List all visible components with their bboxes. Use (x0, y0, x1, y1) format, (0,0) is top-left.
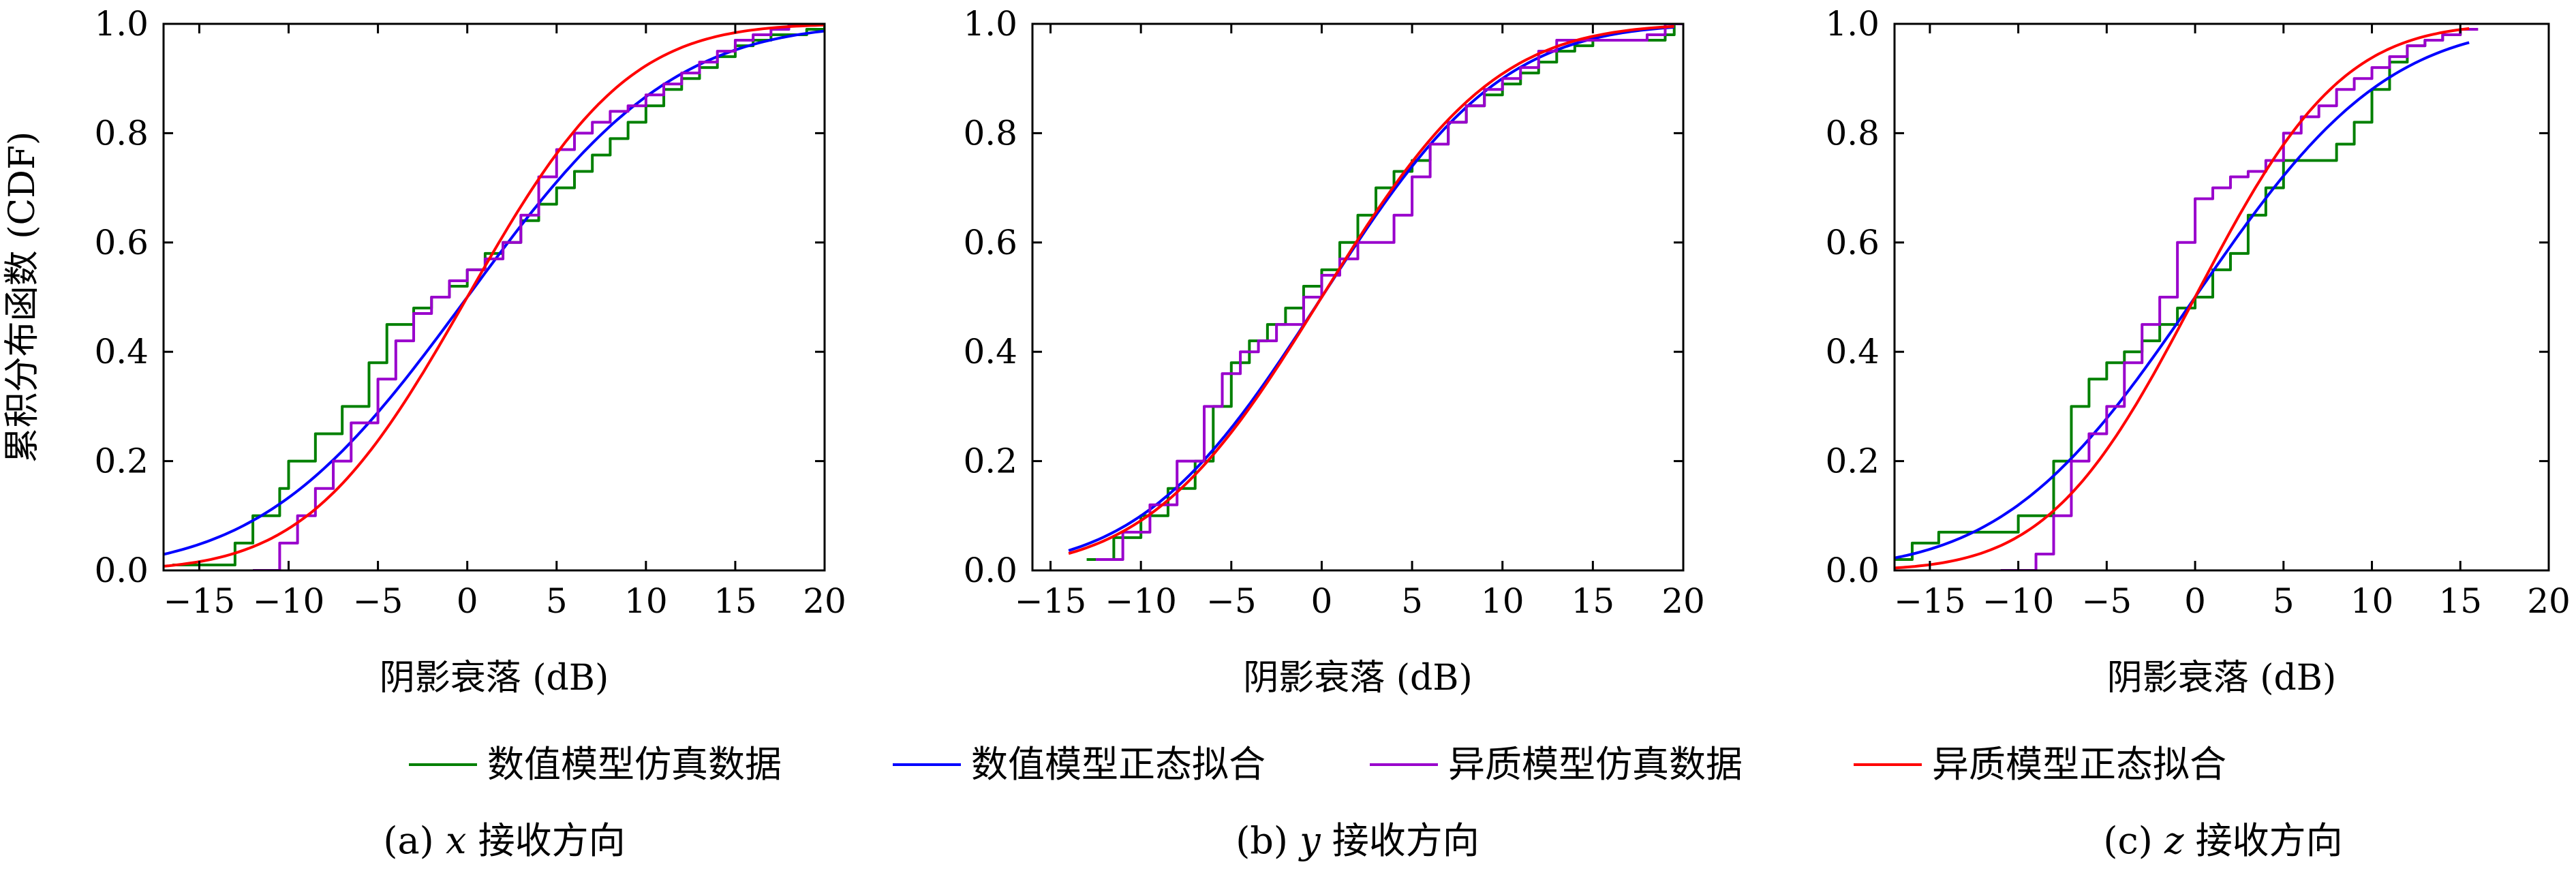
panel-c-xtick-label: −10 (1982, 581, 2055, 621)
panel-b-ytick-label: 1.0 (963, 4, 1017, 44)
panel-a-ylabel: 累积分布函数 (CDF) (2, 132, 43, 463)
panel-a-ytick-label: 1.0 (94, 4, 149, 44)
panel-b-ytick-label: 0.8 (963, 113, 1017, 153)
caption-c-suffix: 接收方向 (2196, 819, 2343, 862)
panel-c-xtick-label: 5 (2273, 581, 2295, 621)
panel-c-series-3 (1895, 27, 2470, 570)
panel-b-xtick-label: −15 (1015, 581, 1087, 621)
panel-c-xtick-label: −15 (1894, 581, 1966, 621)
panel-b-frame (1031, 22, 1685, 572)
panel-a-xtick-label: −5 (353, 581, 403, 621)
panel-c-ytick-label: 0.2 (1825, 442, 1880, 481)
panel-a-xtick-label: 0 (457, 581, 478, 621)
panel-c-xlabel: 阴影衰落 (dB) (2107, 658, 2337, 699)
panel-a-xtick-label: 15 (714, 581, 757, 621)
panel-b-xlabel: 阴影衰落 (dB) (1243, 658, 1473, 699)
panel-c-xtick-label: 20 (2527, 581, 2571, 621)
panel-c-xtick-label: 10 (2350, 581, 2394, 621)
panel-c-frame (1893, 22, 2550, 572)
panel-a-series-3 (164, 24, 825, 568)
panel-c-ytick-label: 0.4 (1825, 332, 1880, 371)
panel-b-ytick-label: 0.2 (963, 442, 1017, 481)
panel-b-xtick-label: 10 (1481, 581, 1524, 621)
legend-label-numeric-sim: 数值模型仿真数据 (487, 743, 782, 786)
panel-a-ytick-label: 0.8 (94, 113, 149, 153)
panel-c-ytick-label: 0.8 (1825, 113, 1880, 153)
caption-c-prefix: (c) (2103, 819, 2152, 862)
panel-b-series-3 (1068, 25, 1674, 555)
panel-a-series-1 (164, 29, 825, 556)
panel-b-ytick-label: 0.6 (963, 223, 1017, 262)
panel-b-xtick-label: −10 (1105, 581, 1177, 621)
panel-b-xtick-label: 0 (1311, 581, 1333, 621)
panel-b-ytick-label: 0.4 (963, 332, 1017, 371)
panel-a: −15 −10 −5 0 5 10 15 20 0.0 0.2 0.4 0.6 0.8 1.0 阴影衰落 (… (2, 4, 846, 699)
panel-a-xtick-label: −10 (253, 581, 325, 621)
legend-label-numeric-fit: 数值模型正态拟合 (971, 743, 1266, 786)
panel-c-series (1895, 27, 2479, 570)
panel-a-ytick-label: 0.6 (94, 223, 149, 262)
panel-a-xtick-label: −15 (164, 581, 236, 621)
caption-a-var: x (446, 819, 466, 862)
panel-c-xtick-label: −5 (2081, 581, 2132, 621)
caption-b: (b) y 接收方向 (1236, 819, 1479, 862)
caption-a: (a) x 接收方向 (383, 819, 625, 862)
legend-label-hetero-fit: 异质模型正态拟合 (1932, 743, 2226, 786)
panel-c-xtick-label: 0 (2184, 581, 2206, 621)
panel-c-ytick-label: 0.0 (1825, 551, 1880, 590)
panel-b-xtick-label: 15 (1571, 581, 1615, 621)
caption-a-suffix: 接收方向 (478, 819, 626, 862)
panel-b-xtick-label: −5 (1206, 581, 1257, 621)
legend: 数值模型仿真数据 数值模型正态拟合 异质模型仿真数据 异质模型正态拟合 (409, 743, 2226, 786)
panel-c-series-1 (1895, 41, 2470, 560)
caption-c: (c) z 接收方向 (2103, 819, 2342, 862)
panel-b-xtick-label: 5 (1401, 581, 1423, 621)
panel-a-xlabel: 阴影衰落 (dB) (380, 658, 609, 699)
panel-c-ytick-label: 1.0 (1825, 4, 1880, 44)
legend-label-hetero-sim: 异质模型仿真数据 (1448, 743, 1743, 786)
panel-b-series (1068, 24, 1683, 561)
panel-b-series-2 (1095, 24, 1683, 561)
panel-a-ytick-label: 0.0 (94, 551, 149, 590)
panel-c-ytick-label: 0.6 (1825, 223, 1880, 262)
panel-a-xtick-label: 10 (624, 581, 668, 621)
caption-a-prefix: (a) (383, 819, 433, 862)
panel-a-ytick-label: 0.2 (94, 442, 149, 481)
panel-a-series-0 (172, 24, 825, 566)
panel-c-series-0 (1895, 28, 2479, 561)
panel-b-xtick-label: 20 (1661, 581, 1705, 621)
caption-b-suffix: 接收方向 (1332, 819, 1479, 862)
panel-a-series (164, 24, 825, 570)
caption-b-var: y (1298, 819, 1321, 862)
panel-a-frame (162, 22, 826, 572)
panel-b: −15 −10 −5 0 5 10 15 20 0.0 0.2 0.4 0.6 0.8 1.0 阴影衰落 (… (963, 4, 1704, 699)
panel-b-ytick-label: 0.0 (963, 551, 1017, 590)
panel-a-ytick-label: 0.4 (94, 332, 149, 371)
panel-c: −15 −10 −5 0 5 10 15 20 0.0 0.2 0.4 0.6 0.8 1.0 阴影衰落 (… (1825, 4, 2570, 699)
panel-c-xtick-label: 15 (2438, 581, 2482, 621)
panel-a-xtick-label: 20 (803, 581, 846, 621)
caption-b-prefix: (b) (1236, 819, 1288, 862)
caption-c-var: z (2164, 819, 2184, 862)
panel-a-xtick-label: 5 (546, 581, 568, 621)
panel-b-series-1 (1068, 26, 1674, 552)
panel-c-series-2 (2000, 28, 2479, 570)
